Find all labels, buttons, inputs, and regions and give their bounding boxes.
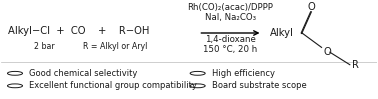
- Text: Board substrate scope: Board substrate scope: [212, 81, 307, 90]
- Text: O: O: [324, 47, 331, 57]
- Text: 2 bar: 2 bar: [34, 42, 54, 51]
- Text: O: O: [308, 2, 315, 12]
- Text: Rh(CO)₂(acac)/DPPP: Rh(CO)₂(acac)/DPPP: [187, 3, 273, 12]
- Text: Alkyl−Cl  +  CO    +    R−OH: Alkyl−Cl + CO + R−OH: [8, 26, 150, 36]
- Text: High efficiency: High efficiency: [212, 69, 275, 78]
- Text: Alkyl: Alkyl: [270, 28, 294, 38]
- Text: 150 °C, 20 h: 150 °C, 20 h: [203, 45, 257, 54]
- Text: Good chemical selectivity: Good chemical selectivity: [29, 69, 138, 78]
- Text: R = Alkyl or Aryl: R = Alkyl or Aryl: [84, 42, 148, 51]
- Text: R: R: [352, 60, 359, 70]
- Text: NaI, Na₂CO₃: NaI, Na₂CO₃: [205, 13, 256, 22]
- Text: Excellent functional group compatibility: Excellent functional group compatibility: [29, 81, 197, 90]
- Text: 1,4-dioxane: 1,4-dioxane: [205, 35, 256, 44]
